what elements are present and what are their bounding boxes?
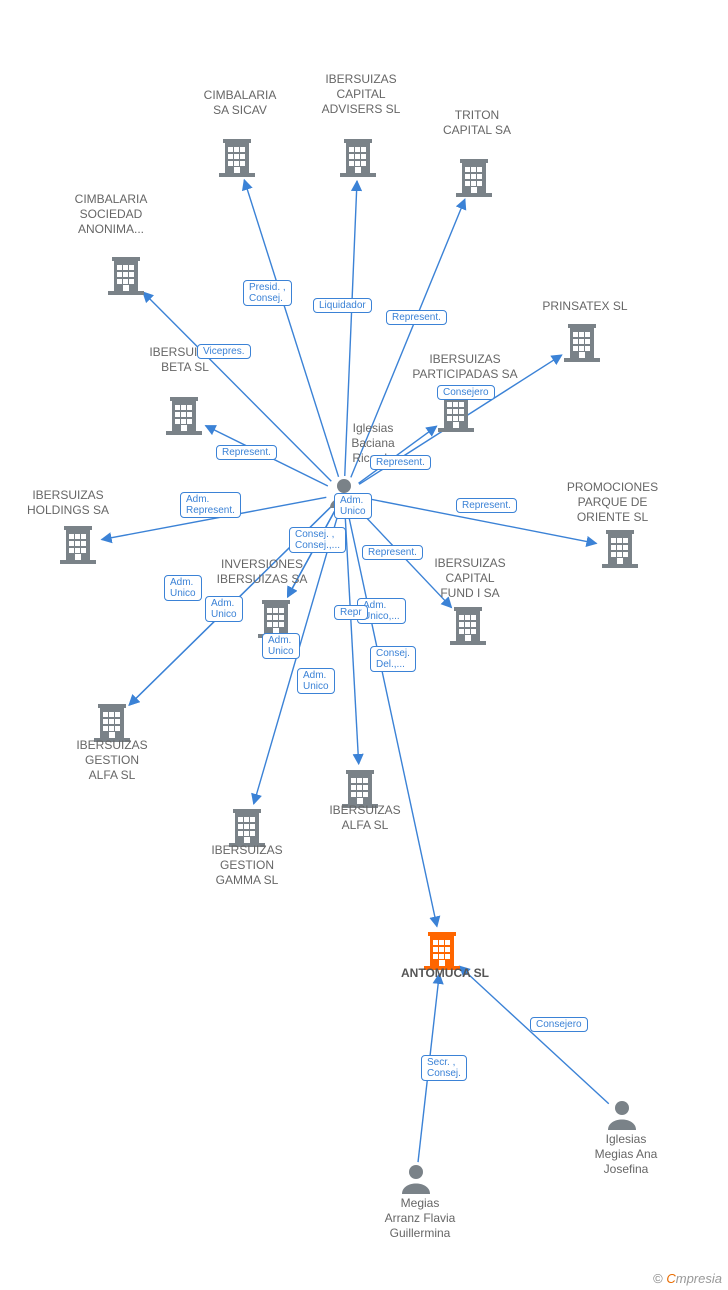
building-icon: [219, 139, 255, 177]
watermark-brand-rest: mpresia: [676, 1271, 722, 1286]
watermark-brand-c: C: [666, 1271, 675, 1286]
building-icon: [166, 397, 202, 435]
building-icon: [342, 770, 378, 808]
building-icon: [94, 704, 130, 742]
building-icon: [229, 809, 265, 847]
edge: [418, 974, 439, 1162]
building-icon: [258, 600, 294, 638]
edge: [206, 426, 328, 486]
building-icon: [438, 394, 474, 432]
edge: [244, 180, 338, 477]
person-icon: [608, 1101, 636, 1130]
edge: [362, 497, 597, 543]
edge: [351, 199, 465, 477]
edge: [129, 507, 331, 706]
watermark: © Cmpresia: [653, 1271, 722, 1286]
edge: [348, 512, 437, 927]
edge: [143, 292, 331, 481]
edge: [460, 966, 609, 1104]
building-icon: [564, 324, 600, 362]
building-icon: [108, 257, 144, 295]
building-icon: [340, 139, 376, 177]
building-icon: [450, 607, 486, 645]
network-graph-svg: [0, 0, 728, 1290]
edge: [345, 181, 357, 476]
person-icon: [330, 479, 358, 508]
edge: [102, 497, 327, 539]
edge: [288, 510, 336, 597]
building-icon: [456, 159, 492, 197]
person-icon: [402, 1165, 430, 1194]
building-icon: [602, 530, 638, 568]
watermark-copyright: ©: [653, 1271, 663, 1286]
building-icon: [424, 932, 460, 970]
edge: [356, 507, 451, 607]
building-icon: [60, 526, 96, 564]
edge: [254, 511, 339, 804]
edge: [359, 426, 437, 483]
